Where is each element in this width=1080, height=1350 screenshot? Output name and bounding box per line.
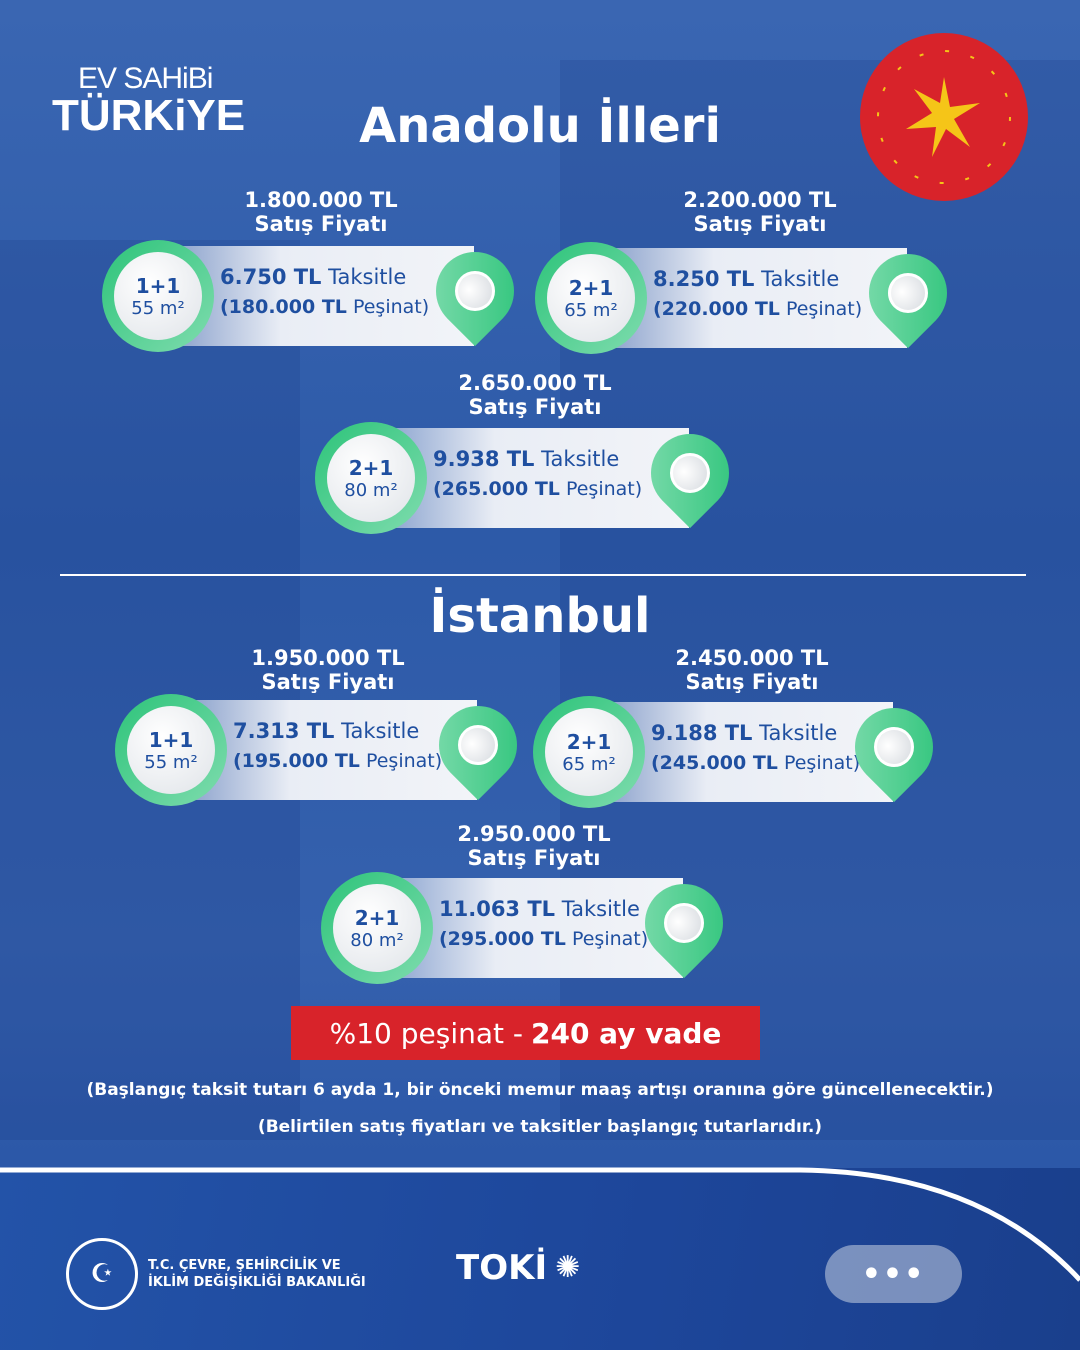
price-label: Satış Fiyatı bbox=[261, 670, 395, 694]
price-value: 1.950.000 TL bbox=[251, 646, 405, 670]
housing-option-card: 2+1 65 m² 9.188 TL Taksitle (245.000 TL Pe… bbox=[533, 691, 950, 808]
divider bbox=[60, 574, 1026, 576]
unit-area: 65 m² bbox=[562, 753, 616, 775]
more-button[interactable]: ••• bbox=[825, 1245, 962, 1303]
unit-type: 2+1 bbox=[354, 905, 400, 930]
section-title-istanbul: İstanbul bbox=[429, 588, 651, 644]
unit-badge: 1+1 55 m² bbox=[115, 694, 227, 806]
unit-area: 80 m² bbox=[350, 929, 404, 951]
price-label: Satış Fiyatı bbox=[254, 212, 388, 236]
payment-info: 9.938 TL Taksitle (265.000 TL Peşinat) bbox=[433, 447, 643, 500]
unit-badge: 2+1 80 m² bbox=[315, 422, 427, 534]
price-label: Satış Fiyatı bbox=[693, 212, 827, 236]
sale-price: 2.950.000 TL Satış Fiyatı bbox=[457, 822, 610, 870]
note-1: (Başlangıç taksit tutarı 6 ayda 1, bir ö… bbox=[86, 1080, 994, 1100]
housing-option-card: 1+1 55 m² 7.313 TL Taksitle (195.000 TL Pe… bbox=[115, 689, 534, 806]
payment-info: 11.063 TL Taksitle (295.000 TL Peşinat) bbox=[439, 897, 649, 950]
unit-badge: 2+1 65 m² bbox=[533, 696, 645, 808]
sale-price: 2.200.000 TL Satış Fiyatı bbox=[683, 188, 836, 236]
unit-badge: 2+1 80 m² bbox=[321, 872, 433, 984]
unit-area: 55 m² bbox=[144, 751, 198, 773]
price-value: 2.950.000 TL bbox=[457, 822, 611, 846]
unit-type: 2+1 bbox=[566, 729, 612, 754]
sale-price: 2.650.000 TL Satış Fiyatı bbox=[458, 371, 611, 419]
payment-info: 8.250 TL Taksitle (220.000 TL Peşinat) bbox=[653, 267, 863, 320]
housing-option-card: 2+1 65 m² 8.250 TL Taksitle (220.000 TL Pe… bbox=[535, 237, 964, 354]
building-shape bbox=[0, 240, 300, 1140]
unit-type: 2+1 bbox=[568, 275, 614, 300]
sale-price: 2.450.000 TL Satış Fiyatı bbox=[675, 646, 828, 694]
unit-badge: 1+1 55 m² bbox=[102, 240, 214, 352]
unit-area: 80 m² bbox=[344, 479, 398, 501]
sale-price: 1.950.000 TL Satış Fiyatı bbox=[251, 646, 404, 694]
unit-badge: 2+1 65 m² bbox=[535, 242, 647, 354]
ministry-seal-icon: ☪ bbox=[66, 1238, 138, 1310]
ev-sahibi-turkiye-logo: EV SAHiBi TÜRKiYE bbox=[52, 62, 246, 140]
toki-tree-icon: ✺ bbox=[555, 1250, 581, 1285]
housing-option-card: 2+1 80 m² 9.938 TL Taksitle (265.000 TL Pe… bbox=[315, 417, 746, 534]
presidential-seal-icon bbox=[860, 33, 1028, 201]
payment-terms-banner: %10 peşinat -240 ay vade bbox=[291, 1006, 760, 1060]
price-value: 2.200.000 TL bbox=[683, 188, 837, 212]
price-value: 1.800.000 TL bbox=[244, 188, 398, 212]
price-value: 2.450.000 TL bbox=[675, 646, 829, 670]
note-2: (Belirtilen satış fiyatları ve taksitler… bbox=[257, 1117, 823, 1137]
price-value: 2.650.000 TL bbox=[458, 371, 612, 395]
more-dots-icon: ••• bbox=[861, 1256, 926, 1292]
unit-type: 1+1 bbox=[148, 727, 194, 752]
price-label: Satış Fiyatı bbox=[467, 846, 601, 870]
sale-price: 1.800.000 TL Satış Fiyatı bbox=[244, 188, 397, 236]
toki-logo: TOKİ ✺ bbox=[456, 1247, 581, 1288]
housing-option-card: 2+1 80 m² 11.063 TL Taksitle (295.000 TL P… bbox=[321, 867, 740, 984]
unit-area: 65 m² bbox=[564, 299, 618, 321]
unit-type: 2+1 bbox=[348, 455, 394, 480]
section-title-anadolu: Anadolu İlleri bbox=[359, 98, 721, 154]
unit-type: 1+1 bbox=[135, 273, 181, 298]
footer-curve bbox=[0, 1167, 1080, 1282]
price-label: Satış Fiyatı bbox=[468, 395, 602, 419]
housing-option-card: 1+1 55 m² 6.750 TL Taksitle (180.000 TL Pe… bbox=[102, 235, 531, 352]
payment-info: 7.313 TL Taksitle (195.000 TL Peşinat) bbox=[233, 719, 443, 772]
ministry-logo: ☪ T.C. ÇEVRE, ŞEHİRCİLİK VE İKLİM DEĞİŞİK… bbox=[66, 1238, 366, 1310]
unit-area: 55 m² bbox=[131, 297, 185, 319]
price-label: Satış Fiyatı bbox=[685, 670, 819, 694]
payment-info: 6.750 TL Taksitle (180.000 TL Peşinat) bbox=[220, 265, 430, 318]
payment-info: 9.188 TL Taksitle (245.000 TL Peşinat) bbox=[651, 721, 861, 774]
